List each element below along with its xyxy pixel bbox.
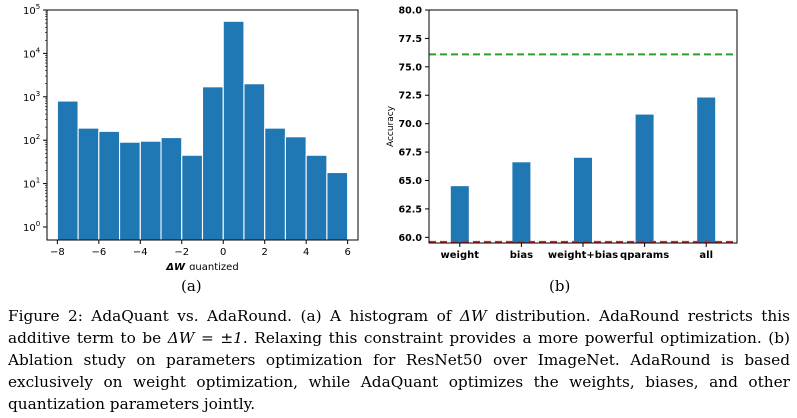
histogram-bar [243,83,266,241]
y-tick-base: 10 [23,93,36,104]
accuracy-bar-chart: weight bias weight+bias qparams all 60.0 62.5 6… [386,6,738,261]
y-tick-base: 10 [23,223,36,234]
y-tick-label: 62.5 [399,204,422,215]
x-tick-label: −4 [133,247,148,258]
histogram-bar [264,127,286,241]
x-tick-label: −2 [174,247,189,258]
caption-text-3: . Relaxing this constraint provides a mo… [8,329,790,413]
y-tick-exponent: 0 [36,220,40,228]
histogram-bar [305,154,328,241]
y-tick-label: 80.0 [399,6,423,17]
y-tick-label: 102 [23,133,40,147]
y-tick-label: 100 [23,220,40,234]
y-tick-exponent: 3 [36,90,40,98]
y-tick-base: 10 [23,6,36,17]
histogram-bar [222,20,245,241]
category-label: weight [441,250,480,261]
histogram-bar [139,140,162,241]
accuracy-bar [450,186,469,243]
x-tick-label: 0 [220,247,226,258]
x-tick-label: −8 [50,247,65,258]
x-axis-label: ΔW quantized [165,262,238,270]
figure-caption: Figure 2: AdaQuant vs. AdaRound. (a) A h… [8,305,790,415]
histogram-bar [181,154,204,241]
y-tick-label: 65.0 [399,176,423,187]
accuracy-bar [635,114,654,243]
y-tick-label: 101 [23,177,40,191]
caption-text-1: Figure 2: AdaQuant vs. AdaRound. (a) A h… [8,307,460,325]
plot-frame [46,9,359,241]
y-tick-exponent: 2 [36,133,40,141]
y-tick-label: 67.5 [399,148,422,159]
category-label: weight+bias [548,250,618,261]
x-tick-label: 4 [303,247,309,258]
category-label: all [699,250,713,261]
y-tick-label: 77.5 [399,34,422,45]
y-tick-label: 104 [23,46,41,60]
accuracy-bar [697,97,716,243]
histogram-bar [284,136,307,241]
y-tick-label: 70.0 [399,119,423,130]
x-axis-label-symbol: ΔW [165,262,186,270]
y-axis-label: Accuracy [386,105,396,147]
accuracy-bar [512,162,531,243]
x-tick-label: 2 [262,247,268,258]
y-tick-base: 10 [23,49,36,60]
subfigure-label-b: (b) [549,277,571,295]
category-label: bias [510,250,533,261]
histogram-bar [77,127,100,241]
histogram-bar [119,141,141,241]
caption-text-2: distribution. AdaRound restricts this ad… [8,307,791,347]
histogram-bar [98,130,121,241]
y-tick-label: 103 [23,90,40,104]
y-tick-exponent: 1 [36,177,40,185]
caption-math-2: ΔW = ±1 [167,329,243,347]
x-axis-label-text: quantized [189,262,239,270]
category-label: qparams [620,250,669,261]
y-tick-label: 105 [23,3,40,17]
y-tick-exponent: 4 [36,46,41,54]
y-tick-label: 72.5 [399,91,422,102]
y-tick-label: 60.0 [399,233,423,244]
accuracy-bar [574,157,592,243]
y-tick-base: 10 [23,180,36,191]
subfigure-label-a: (a) [181,277,202,295]
x-tick-label: 6 [344,247,350,258]
histogram-bar [326,171,349,241]
y-tick-exponent: 5 [36,3,40,11]
figure: −8 −6 −4 −2 0 2 4 6 100 101 102 103 104 105 ΔW quantize… [23,3,738,295]
y-tick-label: 75.0 [399,62,423,73]
y-tick-base: 10 [23,136,36,147]
histogram-bar [56,100,79,241]
caption-math-1: ΔW [459,307,487,325]
x-tick-label: −6 [91,247,106,258]
histogram-bar [160,137,183,241]
plot-frame [428,9,738,244]
histogram-bar [201,86,224,241]
